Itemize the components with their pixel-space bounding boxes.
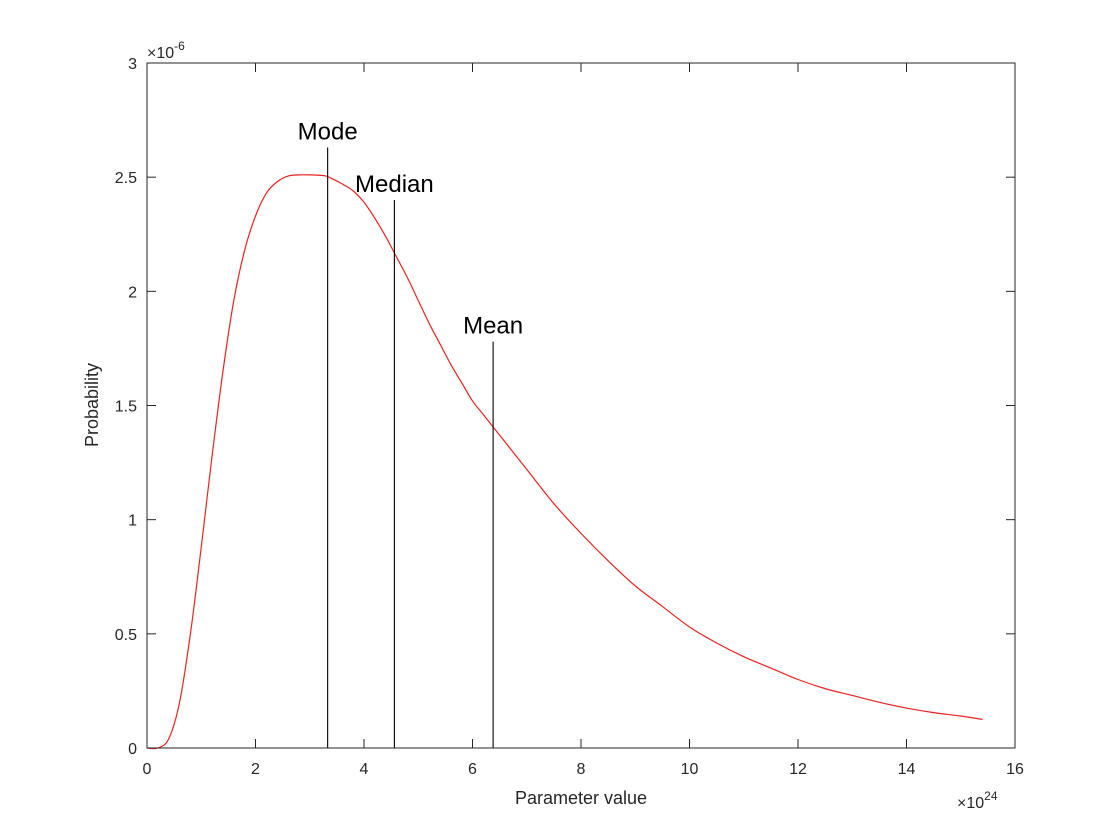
mode-label: Mode [298,118,358,145]
y-tick-label: 0.5 [115,627,137,644]
y-multiplier-times: ×10 [147,45,174,62]
y-multiplier-exponent: -6 [174,39,185,53]
x-tick-label: 12 [789,761,807,778]
x-tick-label: 0 [143,761,152,778]
annotations: Mode Median Mean [298,118,523,748]
x-multiplier-exponent: 24 [984,789,998,803]
mean-label: Mean [463,313,523,340]
x-tick-label: 8 [577,761,586,778]
x-multiplier: ×1024 [957,789,998,812]
y-axis-label: Probability [82,363,102,447]
y-tick-label: 2 [128,284,137,301]
median-label: Median [355,171,434,198]
y-tick-label: 2.5 [115,170,137,187]
series-line-0 [146,174,983,750]
y-tick-label: 3 [128,56,137,73]
x-multiplier-times: ×10 [957,795,984,812]
x-tick-label: 16 [1006,761,1024,778]
y-tick-label: 1.5 [115,399,137,416]
y-tick-label: 1 [128,513,137,530]
x-tick-label: 4 [360,761,369,778]
x-tick-label: 6 [468,761,477,778]
x-tick-label: 10 [681,761,699,778]
x-tick-label: 14 [898,761,916,778]
tick-labels: 0 2 4 6 8 10 12 14 16 0 0.5 1 1.5 2 2.5 3 [115,56,1024,778]
series [146,174,983,750]
x-axis-label: Parameter value [515,788,647,808]
y-multiplier: ×10-6 [147,39,185,62]
x-tick-label: 2 [251,761,260,778]
y-tick-label: 0 [128,741,137,758]
axes-box [146,62,1016,749]
plot-area [147,63,1015,748]
